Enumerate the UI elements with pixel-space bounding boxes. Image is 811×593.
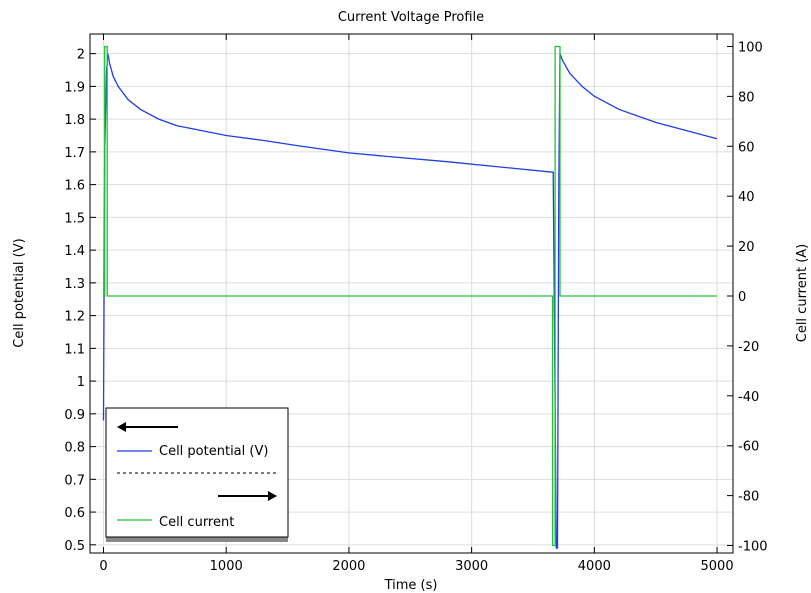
left-axis-arrow-head (117, 422, 126, 432)
y-left-tick-label: 0.5 (64, 539, 85, 554)
x-tick-label: 2000 (332, 559, 365, 574)
legend-label-current: Cell current (159, 515, 234, 530)
y-left-tick-label: 1.7 (64, 146, 85, 161)
x-axis-title: Time (s) (384, 578, 438, 593)
y-right-tick-label: 100 (738, 40, 763, 55)
y-left-tick-label: 1.1 (64, 342, 85, 357)
y-right-tick-label: -100 (738, 540, 768, 555)
ticks: 0 1000 2000 3000 4000 500021.91.81.71.61.51.4… (64, 34, 768, 574)
y-left-tick-label: 1.3 (64, 277, 85, 292)
y-left-tick-label: 1.5 (64, 211, 85, 226)
y-right-tick-label: -20 (738, 340, 759, 355)
x-tick-label: 1000 (210, 559, 243, 574)
grid (90, 34, 733, 553)
series (102, 45, 718, 549)
y-right-tick-label: -40 (738, 390, 759, 405)
legend: Cell potential (V) Cell current (105, 407, 289, 542)
y-left-tick-label: 1.4 (64, 244, 85, 259)
y-left-tick-label: 1.6 (64, 179, 85, 194)
y-right-tick-label: 60 (738, 140, 755, 155)
y-right-tick-label: -80 (738, 490, 759, 505)
y-left-tick-label: 1 (77, 375, 85, 390)
legend-shadow (106, 537, 288, 542)
right-axis-arrow-head (268, 491, 277, 501)
y-right-tick-label: 0 (738, 290, 746, 305)
x-tick-label: 3000 (455, 559, 488, 574)
y-left-tick-label: 0.9 (64, 408, 85, 423)
x-tick-label: 5000 (701, 559, 734, 574)
x-tick-label: 0 (99, 559, 107, 574)
y-left-tick-label: 0.8 (64, 441, 85, 456)
y-left-tick-label: 1.9 (64, 80, 85, 95)
y-right-tick-label: 20 (738, 240, 755, 255)
y-left-tick-label: 2 (77, 48, 85, 63)
chart-title: Current Voltage Profile (338, 10, 484, 25)
y-right-tick-label: 40 (738, 190, 755, 205)
y-left-tick-label: 1.8 (64, 113, 85, 128)
legend-label-potential: Cell potential (V) (159, 444, 268, 459)
plot-frame (89, 33, 734, 554)
cell-current-line (103, 45, 717, 547)
y-left-tick-label: 0.7 (64, 473, 85, 488)
y-left-axis-title: Cell potential (V) (12, 238, 27, 347)
y-right-tick-label: 80 (738, 90, 755, 105)
y-right-tick-label: -60 (738, 440, 759, 455)
y-left-tick-label: 1.2 (64, 310, 85, 325)
y-right-axis-title: Cell current (A) (795, 244, 810, 343)
y-left-tick-label: 0.6 (64, 506, 85, 521)
cell-potential-line (102, 53, 718, 549)
x-tick-label: 4000 (578, 559, 611, 574)
